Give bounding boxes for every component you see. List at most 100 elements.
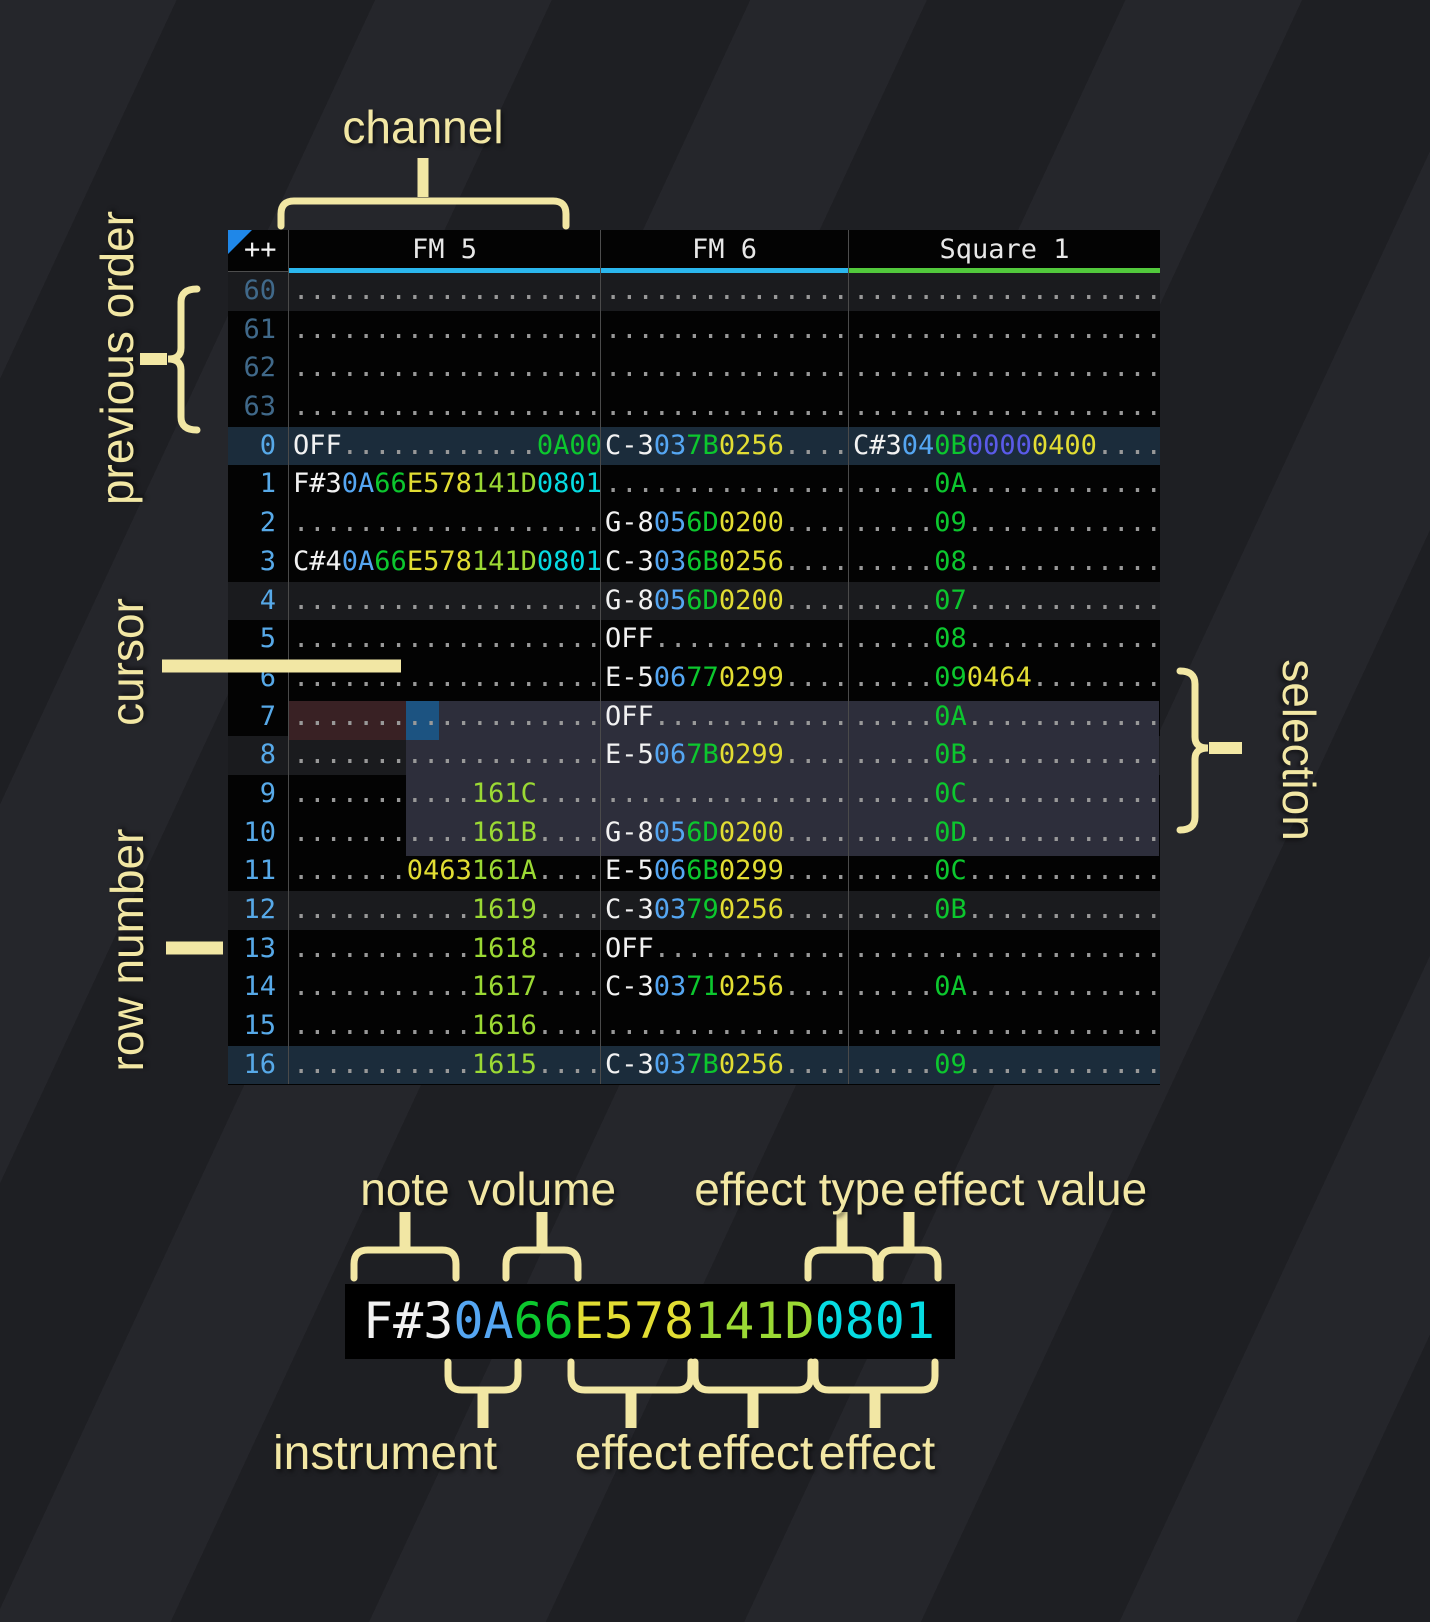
pattern-cell[interactable]: F#30A66E578141D0801 — [288, 465, 600, 505]
pattern-cell[interactable]: ............... — [600, 272, 848, 311]
pattern-cell[interactable]: .....0A............ — [848, 697, 1160, 737]
pattern-cell[interactable]: ...........1618.... — [288, 929, 600, 969]
pattern-cell[interactable]: .....0C............ — [848, 774, 1160, 814]
pattern-cell[interactable]: E-506770299.... — [600, 658, 848, 698]
pattern-row-4: 4................... G-8056D0200.........… — [228, 581, 1160, 621]
pattern-cell[interactable]: E-5066B0299.... — [600, 852, 848, 891]
pattern-cell[interactable]: OFF............ — [600, 929, 848, 969]
pattern-token: 0801 — [536, 468, 600, 500]
pattern-cell[interactable]: C#40A66E578141D0801 — [288, 542, 600, 582]
note-bracket — [350, 1246, 460, 1282]
pattern-cell[interactable]: ................... — [288, 349, 600, 389]
pattern-cell[interactable]: ................... — [288, 736, 600, 775]
pattern-cell[interactable]: ................... — [848, 929, 1160, 969]
pattern-token: 0200 — [718, 584, 784, 616]
order-corner-cell[interactable]: ++ — [228, 230, 288, 272]
pattern-cell[interactable]: ................... — [288, 620, 600, 659]
pattern-cell[interactable]: G-8056D0200.... — [600, 581, 848, 621]
channel-header-square-1[interactable]: Square 1 — [848, 230, 1160, 273]
instrument-label: instrument — [272, 1427, 498, 1480]
pattern-cell[interactable]: ............... — [600, 465, 848, 505]
pattern-cell[interactable]: .....0A............ — [848, 465, 1160, 505]
pattern-cell[interactable]: ...........161C.... — [288, 774, 600, 814]
pattern-cell[interactable]: G-8056D0200.... — [600, 813, 848, 853]
breakdown-token: 141D — [694, 1292, 815, 1350]
pattern-row-62: 62......................................… — [228, 349, 1160, 389]
volume-label: volume — [467, 1163, 617, 1215]
previous-order-brace — [167, 285, 201, 434]
row-number: 0 — [259, 429, 276, 461]
pattern-cell[interactable]: E-5067B0299.... — [600, 736, 848, 775]
pattern-cell[interactable]: .....09............ — [848, 504, 1160, 543]
pattern-cell[interactable]: ............... — [600, 310, 848, 350]
pattern-cell[interactable]: C-3036B0256.... — [600, 542, 848, 582]
pattern-cell[interactable]: C-3037B0256.... — [600, 1045, 848, 1085]
pattern-row-0: 0 OFF............0A00 C-3037B0256.... C#304… — [228, 426, 1160, 466]
pattern-cursor[interactable] — [406, 701, 439, 740]
pattern-cell[interactable]: .....0B............ — [848, 736, 1160, 775]
pattern-cell[interactable]: C-303790256.... — [600, 891, 848, 930]
pattern-token: 0299 — [718, 855, 784, 887]
pattern-cell[interactable]: ................... — [848, 272, 1160, 311]
pattern-cell[interactable]: .....0A............ — [848, 968, 1160, 1008]
pattern-cell[interactable]: .....08............ — [848, 620, 1160, 659]
pattern-cell[interactable]: OFF............0A00 — [288, 426, 600, 466]
pattern-cell[interactable]: .....07............ — [848, 581, 1160, 621]
pattern-token: 08 — [934, 623, 967, 655]
pattern-cell[interactable]: ...........1615.... — [288, 1045, 600, 1085]
channel-header-fm-5[interactable]: FM 5 — [288, 230, 600, 273]
pattern-token: G-8 — [605, 584, 654, 616]
pattern-cell[interactable]: C-3037B0256.... — [600, 426, 848, 466]
pattern-token: ................... — [293, 661, 600, 693]
pattern-token: 0464 — [966, 661, 1032, 693]
pattern-cell[interactable]: .....0C............ — [848, 852, 1160, 891]
pattern-cell[interactable]: ................... — [848, 388, 1160, 427]
pattern-token: ............... — [605, 391, 848, 423]
pattern-token: 0256 — [718, 545, 784, 577]
pattern-cell[interactable]: .....0B............ — [848, 891, 1160, 930]
pattern-cell[interactable]: ................... — [288, 310, 600, 350]
pattern-cell[interactable]: G-8056D0200.... — [600, 504, 848, 543]
pattern-token: 161B — [471, 816, 537, 848]
pattern-cell[interactable]: ................... — [288, 658, 600, 698]
pattern-cell[interactable]: ................... — [848, 310, 1160, 350]
pattern-token: ..... — [853, 623, 935, 655]
pattern-cell[interactable]: ................... — [288, 272, 600, 311]
pattern-token: ........... — [293, 1010, 472, 1042]
pattern-cell[interactable]: ...........1617.... — [288, 968, 600, 1008]
pattern-token: ............ — [966, 584, 1160, 616]
row-number: 60 — [243, 275, 276, 306]
row-number: 11 — [243, 855, 276, 887]
row-number: 16 — [243, 1048, 276, 1080]
pattern-cell[interactable]: .....08............ — [848, 542, 1160, 582]
pattern-cell[interactable]: ............... — [600, 774, 848, 814]
pattern-cell[interactable]: ............... — [600, 388, 848, 427]
pattern-cell[interactable]: .....09............ — [848, 1045, 1160, 1085]
pattern-cell[interactable]: ................... — [848, 1007, 1160, 1046]
pattern-cell[interactable]: ...........161B.... — [288, 813, 600, 853]
pattern-cell[interactable]: ................... — [288, 504, 600, 543]
pattern-cell[interactable]: ...........1616.... — [288, 1007, 600, 1046]
pattern-cell[interactable]: ................... — [848, 349, 1160, 389]
pattern-cell[interactable]: ...........1619.... — [288, 891, 600, 930]
pattern-cell[interactable]: .......0463161A.... — [288, 852, 600, 891]
selection-highlight[interactable] — [406, 701, 1159, 856]
pattern-cell[interactable]: ................... — [288, 581, 600, 621]
pattern-token: 1616 — [471, 1010, 537, 1042]
pattern-cell[interactable]: .....090464........ — [848, 658, 1160, 698]
pattern-cell[interactable]: ................... — [288, 388, 600, 427]
pattern-cell[interactable]: .....0D............ — [848, 813, 1160, 853]
channel-name: Square 1 — [939, 234, 1070, 265]
row-number: 4 — [259, 584, 276, 616]
channel-header-fm-6[interactable]: FM 6 — [600, 230, 848, 273]
pattern-cell[interactable]: ................... — [288, 697, 600, 737]
pattern-cell[interactable]: C#3040B00000400.... — [848, 426, 1160, 466]
pattern-cell[interactable]: ............... — [600, 349, 848, 389]
pattern-cell[interactable]: ............... — [600, 1007, 848, 1046]
pattern-cell[interactable]: C-303710256.... — [600, 968, 848, 1008]
pattern-cell[interactable]: OFF............ — [600, 697, 848, 737]
pattern-token: 0A — [934, 700, 967, 732]
channel-underline — [289, 268, 600, 273]
instrument-bracket — [444, 1358, 522, 1394]
pattern-cell[interactable]: OFF............ — [600, 620, 848, 659]
